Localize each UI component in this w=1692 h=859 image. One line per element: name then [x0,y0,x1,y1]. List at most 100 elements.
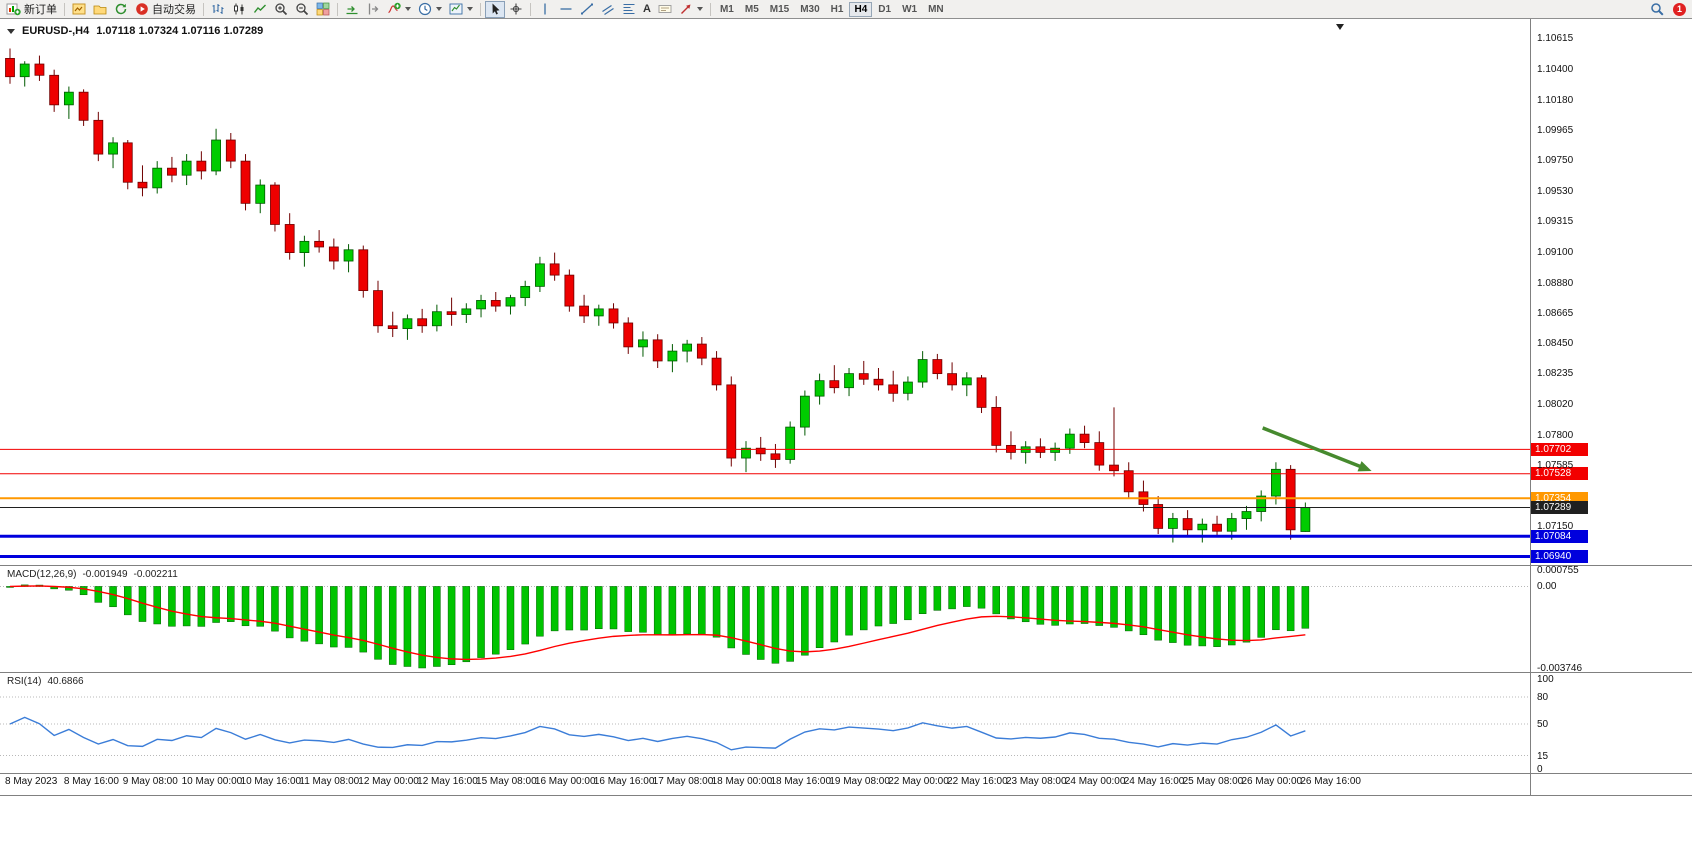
profiles-button[interactable] [90,1,110,18]
macd-bar [948,586,956,610]
candle-body [270,184,280,225]
refresh-button[interactable] [111,1,131,18]
macd-bar [403,586,412,667]
candle-body [328,246,339,262]
chart-shift-marker[interactable] [1336,24,1344,30]
crosshair-button[interactable] [506,1,526,18]
zoom-out-icon [295,2,309,16]
indicators-button[interactable] [384,1,414,18]
time-label: 17 May 08:00 [652,776,714,787]
chart-shift-button[interactable] [363,1,383,18]
macd-indicator-label: MACD(12,26,9) -0.001949 -0.002211 [7,569,178,580]
panel-splitter-macd[interactable] [0,565,1692,566]
macd-bar [79,586,88,596]
price-axis-label: 1.08450 [1537,338,1574,350]
rsi-name: RSI(14) [7,676,42,687]
macd-bar [904,586,912,621]
macd-bar [1257,586,1265,638]
channel-button[interactable] [598,1,618,18]
time-label: 12 May 16:00 [417,776,478,787]
candle-body [34,63,45,76]
new-chart-button[interactable] [69,1,89,18]
panel-splitter-rsi[interactable] [0,672,1692,673]
trendline-button[interactable] [577,1,597,18]
candle-body [917,359,928,383]
time-label: 15 May 08:00 [476,776,537,787]
indicators-icon [387,2,401,16]
timeframe-h4[interactable]: H4 [849,1,873,17]
candle-body [461,308,472,315]
candle-body [564,274,575,307]
autotrading-button[interactable]: 自动交易 [132,1,199,18]
time-label: 8 May 16:00 [63,776,119,787]
fibonacci-button[interactable] [619,1,639,18]
candle-body [579,305,589,317]
search-button[interactable] [1647,1,1668,18]
price-axis-label: 1.08235 [1537,368,1574,380]
templates-button[interactable] [446,1,476,18]
candles [5,48,1311,543]
time-label: 12 May 00:00 [358,776,419,787]
candle-body [799,395,810,428]
time-label: 11 May 08:00 [299,776,360,787]
time-label: 24 May 16:00 [1123,776,1185,787]
timeframe-m30[interactable]: M30 [795,2,824,17]
macd-bar [1021,586,1030,623]
candle-body [682,343,693,352]
toolbar-separator [337,2,338,16]
autotrading-label: 自动交易 [152,4,196,16]
price-axis-label: 1.09100 [1537,246,1574,258]
price-tag: 1.07528 [1531,467,1588,481]
timeframe-m1[interactable]: M1 [715,2,739,17]
horizontal-line-button[interactable] [556,1,576,18]
periods-button[interactable] [415,1,445,18]
time-label: 26 May 00:00 [1241,776,1303,787]
tile-windows-button[interactable] [313,1,333,18]
macd-axis-label: 0.00 [1537,581,1557,593]
candle-body [903,381,913,394]
text-button[interactable]: A [640,1,654,18]
candles-chart-button[interactable] [229,1,249,18]
candle-body [387,325,398,329]
timeframe-m15[interactable]: M15 [765,2,794,17]
line-chart-button[interactable] [250,1,270,18]
zoom-in-button[interactable] [271,1,291,18]
bars-chart-button[interactable] [208,1,228,18]
time-label: 23 May 08:00 [1005,776,1067,787]
chart-canvas[interactable] [0,19,1692,795]
macd-bar [742,586,750,655]
candle-body [991,406,1002,446]
timeframe-h1[interactable]: H1 [826,2,849,17]
vertical-line-button[interactable] [535,1,555,18]
timeframe-mn[interactable]: MN [923,2,949,17]
macd-axis-label: -0.003746 [1537,663,1583,674]
trend-arrow[interactable] [1262,426,1365,470]
chart-area[interactable]: EURUSD-,H4 1.07118 1.07324 1.07116 1.072… [0,19,1692,859]
timeframe-d1[interactable]: D1 [873,2,896,17]
new-order-icon [6,2,21,16]
timeframe-w1[interactable]: W1 [897,2,922,17]
zoom-out-button[interactable] [292,1,312,18]
timeframe-m5[interactable]: M5 [740,2,764,17]
trend-arrow-head[interactable] [1357,461,1372,472]
macd-bar [1213,586,1221,647]
cursor-button[interactable] [485,0,505,18]
auto-scroll-button[interactable] [342,1,362,18]
symbol-period-label: EURUSD-,H4 [22,25,90,37]
quick-trade-toggle-icon[interactable] [7,28,15,34]
candle-body [108,142,118,155]
new-order-button[interactable]: 新订单 [3,1,60,18]
macd-histogram [6,584,1310,669]
profiles-icon [93,2,107,16]
macd-bar [1183,586,1192,646]
macd-bar [1154,586,1162,641]
candle-body [1300,507,1311,532]
arrows-button[interactable] [676,1,706,18]
toolbar-separator [709,2,711,16]
macd-bar [683,586,691,635]
text-label-button[interactable] [655,1,675,18]
candle-body [1079,433,1090,443]
notification-badge[interactable]: 1 [1673,2,1686,16]
dropdown-caret [436,7,442,11]
toolbar-separator [203,2,204,16]
